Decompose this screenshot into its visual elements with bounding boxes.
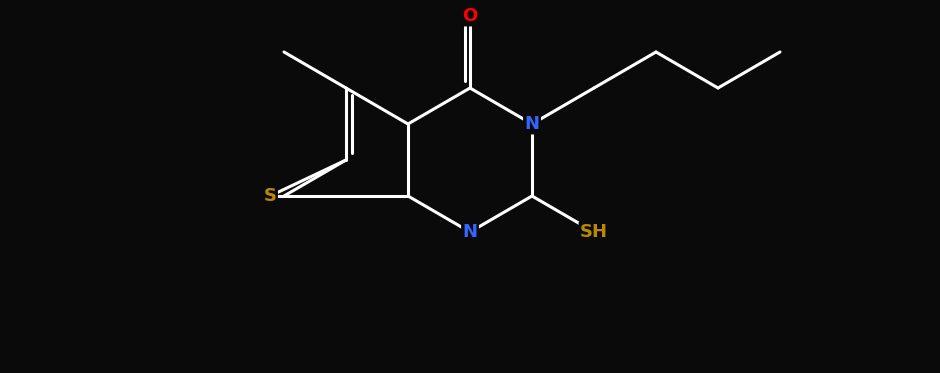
Text: O: O	[462, 7, 478, 25]
Text: SH: SH	[580, 223, 608, 241]
Text: N: N	[525, 115, 540, 133]
Text: N: N	[462, 223, 478, 241]
Text: S: S	[263, 187, 276, 205]
